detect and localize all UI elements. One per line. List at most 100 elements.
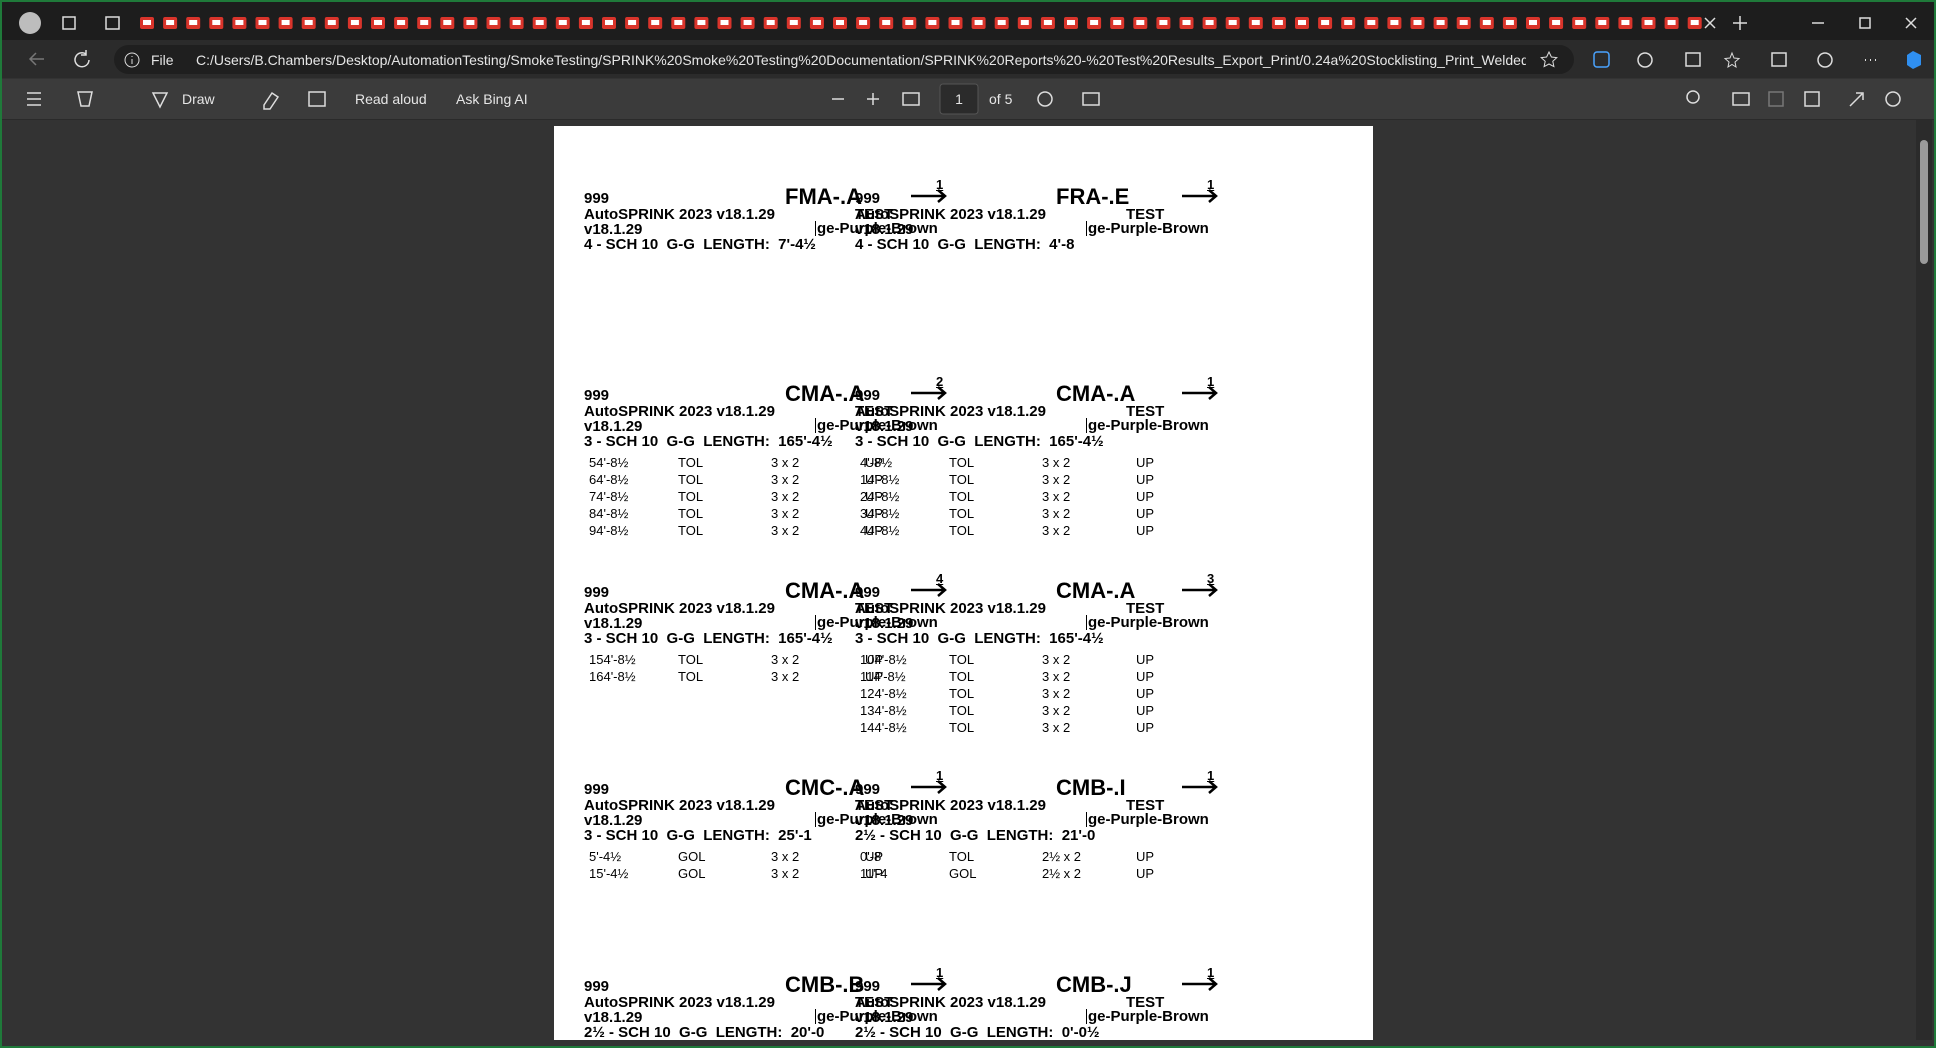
label-version: v18.1.29: [584, 221, 643, 238]
label-version: v18.1.29: [855, 615, 914, 632]
performance[interactable]: [1817, 52, 1833, 68]
fitting-cell: UP: [1136, 489, 1155, 504]
pdf-tab-glyph: [166, 20, 175, 25]
split-screen[interactable]: [1685, 52, 1701, 67]
pdf-tab-glyph: [1159, 20, 1168, 25]
text-tool[interactable]: [308, 91, 326, 107]
fitting-cell: TOL: [949, 720, 975, 735]
fitting-cell: UP: [1136, 652, 1155, 667]
save[interactable]: [1768, 91, 1784, 107]
direction-arrow: [911, 780, 947, 794]
pdf-tab-glyph: [189, 20, 198, 25]
pdf-tab-glyph: [628, 20, 637, 25]
fitting-cell: 104'-8½: [860, 652, 907, 667]
draw-button[interactable]: Draw: [182, 91, 215, 107]
label-qty: 1: [936, 177, 944, 192]
contents[interactable]: [27, 92, 41, 106]
ask-bing-button[interactable]: Ask Bing AI: [456, 91, 528, 107]
fitting-cell: UP: [1136, 669, 1155, 684]
fit-page[interactable]: [902, 92, 920, 106]
workspaces-icon[interactable]: [62, 16, 76, 30]
label-version: v18.1.29: [855, 812, 914, 829]
label-spec: 4 - SCH 10 G-G LENGTH: 7'-4½: [584, 236, 816, 253]
label-color: ge-Purple-Brown: [1086, 614, 1209, 631]
label-name: CMA-.A: [785, 381, 865, 406]
favorite-star[interactable]: [1540, 51, 1558, 69]
fullscreen[interactable]: [1849, 92, 1864, 107]
pdf-tab-glyph: [1182, 20, 1191, 25]
label-name: CMA-.A: [785, 578, 865, 603]
page-input[interactable]: [939, 83, 979, 115]
fitting-cell: UP: [865, 849, 884, 864]
label-test: TEST: [855, 600, 894, 617]
fitting-cell: TOL: [949, 472, 975, 487]
page-number[interactable]: 1: [955, 91, 963, 107]
fitting-cell: UP: [1136, 849, 1155, 864]
back-button[interactable]: [28, 52, 44, 66]
pdf-tab-glyph: [859, 20, 868, 25]
close-window[interactable]: [1905, 17, 1917, 29]
direction-arrow: [911, 189, 947, 203]
fitting-cell: TOL: [949, 523, 975, 538]
new-tab[interactable]: [1733, 16, 1747, 30]
stock-label: 1 999 CMB-.J AutoSPRINK 2023 v18.1.29 TEST v1…: [855, 966, 1235, 1040]
refresh-button[interactable]: [74, 50, 90, 68]
pdf-tab-glyph: [1344, 20, 1353, 25]
collections[interactable]: [1771, 52, 1787, 67]
label-color: ge-Purple-Brown: [1086, 417, 1209, 434]
label-color: ge-Purple-Brown: [815, 1008, 938, 1025]
info-icon: [124, 52, 140, 68]
fitting-cell: TOL: [678, 669, 704, 684]
profile-icon[interactable]: [19, 12, 41, 34]
pdf-tab-glyph: [1274, 20, 1283, 25]
label-job: 999: [855, 978, 881, 995]
fitting-cell: TOL: [678, 472, 704, 487]
fitting-cell: 64'-8½: [589, 472, 629, 487]
pdf-tab-glyph: [1459, 20, 1468, 25]
stock-label: 1 999 CMB-.I AutoSPRINK 2023 v18.1.29 TEST v1…: [855, 769, 1235, 960]
ext-1[interactable]: [1593, 51, 1610, 68]
fitting-cell: TOL: [678, 455, 704, 470]
label-job: 999: [855, 190, 881, 207]
label-test: TEST: [855, 206, 894, 223]
read-aloud-button[interactable]: Read aloud: [355, 91, 427, 107]
pdf-tab-glyph: [1575, 20, 1584, 25]
url-box[interactable]: File C:/Users/B.Chambers/Desktop/Automat…: [114, 45, 1574, 74]
ext-2[interactable]: [1637, 52, 1653, 68]
pdf-tab-glyph: [997, 20, 1006, 25]
fitting-cell: UP: [1136, 703, 1155, 718]
label-spec: 2½ - SCH 10 G-G LENGTH: 20'-0: [584, 1024, 825, 1040]
pdf-tab-glyph: [1113, 20, 1122, 25]
rotate[interactable]: [1037, 91, 1053, 107]
fitting-cell: 15'-4½: [589, 866, 629, 881]
close-tab[interactable]: [1704, 17, 1716, 29]
favorites[interactable]: [1723, 51, 1741, 69]
label-spec: 4 - SCH 10 G-G LENGTH: 4'-8: [855, 236, 1075, 253]
zoom-in[interactable]: [867, 93, 879, 105]
print[interactable]: [1732, 92, 1750, 106]
fitting-cell: UP: [865, 652, 884, 667]
pdf-tab-glyph: [743, 20, 752, 25]
fitting-cell: UP: [865, 455, 884, 470]
pdf-tab-glyph: [397, 20, 406, 25]
page-view[interactable]: [1082, 92, 1100, 106]
stock-label: 1 999 FRA-.E AutoSPRINK 2023 v18.1.29 TEST v1…: [855, 178, 1235, 369]
tab-icons: [19, 12, 1917, 34]
fitting-cell: 3 x 2: [1042, 669, 1071, 684]
scroll-thumb[interactable]: [1920, 140, 1928, 264]
fitting-cell: TOL: [949, 669, 975, 684]
pdf-tab-glyph: [350, 20, 359, 25]
save-as[interactable]: [1804, 91, 1820, 107]
search[interactable]: [1686, 90, 1700, 104]
pdf-tab-glyph: [605, 20, 613, 25]
erase[interactable]: [263, 91, 280, 110]
tab-actions-icon[interactable]: [105, 16, 120, 30]
highlight[interactable]: [77, 91, 93, 107]
copilot[interactable]: [1907, 51, 1921, 69]
draw-icon[interactable]: [151, 92, 169, 109]
pdf-toolbar: Draw Read aloud Ask Bing AI 1 of 5: [0, 79, 1936, 120]
label-test: TEST: [855, 403, 894, 420]
restore[interactable]: [1859, 17, 1871, 29]
settings[interactable]: [1885, 91, 1901, 107]
